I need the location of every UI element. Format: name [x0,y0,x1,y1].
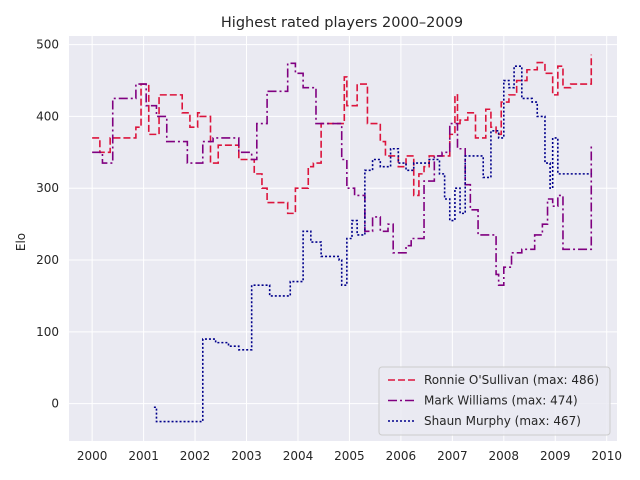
x-tick-labels: 2000 2001 2002 2003 2004 2005 2006 2007 2008 2009… [77,449,622,463]
series-line-3 [153,65,592,423]
x-tick-label: 2001 [128,449,159,463]
series-line-1 [92,54,593,215]
legend-label-2: Mark Williams (max: 474) [424,394,578,408]
series-line-2 [92,62,593,286]
legend-label-1: Ronnie O'Sullivan (max: 486) [424,373,599,387]
y-tick-label: 400 [36,109,59,123]
x-tick-label: 2002 [180,449,211,463]
y-tick-label: 0 [51,397,59,411]
x-tick-label: 2005 [334,449,365,463]
y-tick-label: 100 [36,325,59,339]
chart-title: Highest rated players 2000–2009 [221,15,463,31]
y-tick-label: 300 [36,181,59,195]
series-layer [92,54,593,423]
x-tick-label: 2010 [591,449,622,463]
y-tick-label: 200 [36,253,59,267]
x-tick-label: 2006 [386,449,417,463]
y-tick-labels: 0 100 200 300 400 500 [36,38,59,411]
x-tick-label: 2009 [540,449,571,463]
y-tick-label: 500 [36,38,59,52]
y-axis-title: Elo [14,233,28,251]
x-tick-label: 2003 [231,449,262,463]
x-tick-label: 2004 [283,449,314,463]
legend-box [378,366,611,436]
x-tick-label: 2000 [77,449,108,463]
x-tick-label: 2007 [437,449,468,463]
x-tick-label: 2008 [489,449,520,463]
legend-label-3: Shaun Murphy (max: 467) [424,414,581,428]
legend: Ronnie O'Sullivan (max: 486) Mark William… [378,366,611,436]
